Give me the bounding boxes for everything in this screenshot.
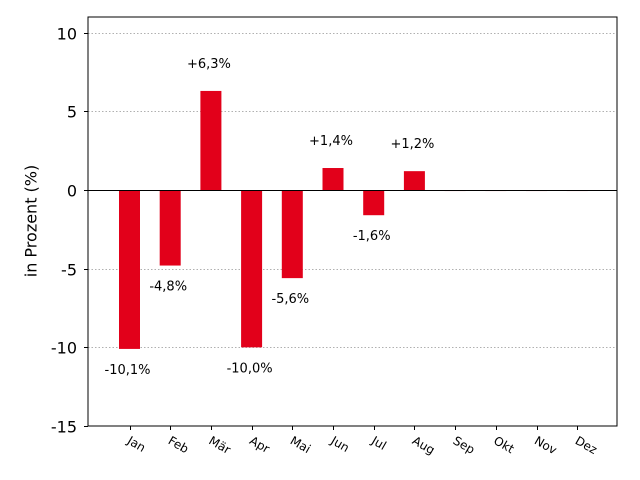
data-label-aug: +1,2% <box>390 137 434 152</box>
x-tick-label-jun: Jun <box>328 433 352 455</box>
y-tick-label: 5 <box>67 103 77 122</box>
x-tick-label-okt: Okt <box>491 433 517 456</box>
x-tick-label-dez: Dez <box>573 433 600 457</box>
x-tick-label-nov: Nov <box>532 433 559 457</box>
x-axis-ticks: Jan Feb Mär Apr Mai Jun Jul Aug Sep Okt Nov Dez <box>124 426 600 457</box>
bar-feb <box>159 190 181 266</box>
y-tick-label: 0 <box>67 182 77 201</box>
y-tick-label: -5 <box>61 261 77 280</box>
data-label-jul: -1,6% <box>353 229 391 244</box>
y-tick-label: -10 <box>51 339 77 358</box>
bar-mai <box>281 190 303 279</box>
y-tick-label: 10 <box>57 25 77 44</box>
y-tick-label: -15 <box>51 418 77 437</box>
plot-frame <box>87 16 618 427</box>
data-label-feb: -4,8% <box>149 280 187 295</box>
x-tick-label-apr: Apr <box>247 433 272 456</box>
data-labels: -10,1% -4,8% +6,3% -10,0% -5,6% +1,4% -1,6% +1,… <box>105 57 435 378</box>
data-label-apr: -10,0% <box>227 361 273 376</box>
x-tick-label-jul: Jul <box>368 433 388 453</box>
bar-apr <box>241 190 263 348</box>
x-tick-label-feb: Feb <box>166 433 191 456</box>
bar-jul <box>363 190 385 216</box>
data-label-jan: -10,1% <box>105 363 151 378</box>
data-label-mär: +6,3% <box>187 57 231 72</box>
x-tick-label-jan: Jan <box>124 433 148 455</box>
bar-jan <box>119 190 140 349</box>
data-label-mai: -5,6% <box>271 292 309 307</box>
x-tick-label-mai: Mai <box>288 433 313 456</box>
x-tick-label-sep: Sep <box>451 433 478 456</box>
y-axis-ticks: -15 -10 -5 0 5 10 <box>51 25 88 437</box>
bar-jun <box>322 168 344 191</box>
y-axis-title: in Prozent (%) <box>22 165 41 277</box>
gridlines <box>88 33 617 348</box>
data-label-jun: +1,4% <box>309 134 353 149</box>
bars <box>119 90 588 349</box>
x-tick-label-mär: Mär <box>206 433 233 456</box>
bar-mär <box>200 90 222 191</box>
x-tick-label-aug: Aug <box>410 433 437 457</box>
bar-aug <box>403 171 425 191</box>
